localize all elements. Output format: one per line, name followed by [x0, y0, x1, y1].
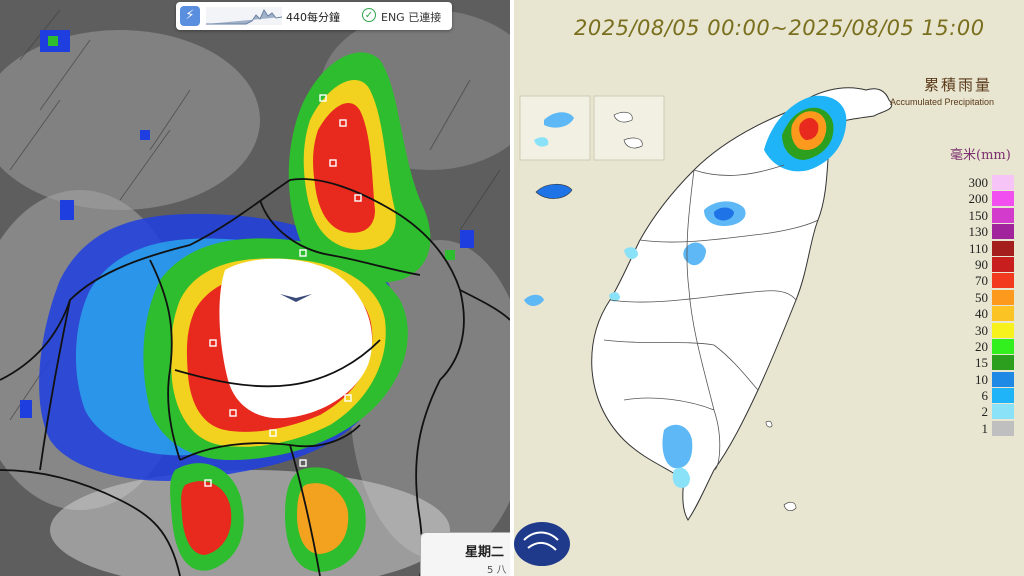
check-circle-icon: ✓ [362, 8, 376, 22]
radar-status-bar: ⚡ 440每分鐘 ✓ ENG 已連接 [176, 2, 452, 30]
legend-swatch [992, 404, 1014, 420]
legend-row: 90 [956, 256, 1016, 272]
legend-swatch [992, 191, 1014, 207]
legend-swatch [992, 256, 1014, 272]
radar-panel: ⚡ 440每分鐘 ✓ ENG 已連接 星期二 5 八 [0, 0, 510, 576]
date-range: 2025/08/05 00:00~2025/08/05 15:00 [574, 16, 985, 40]
legend-swatch [992, 388, 1014, 404]
legend-swatch [992, 420, 1014, 436]
legend-row: 70 [956, 272, 1016, 289]
legend-row: 300 [956, 174, 1016, 190]
legend-row: 2 [956, 403, 1016, 420]
rainfall-map [514, 0, 1024, 576]
legend-label: 50 [975, 289, 988, 305]
weekday-label: 星期二 [465, 545, 505, 560]
legend-label: 15 [975, 355, 988, 371]
legend-swatch [992, 224, 1014, 240]
legend-row: 15 [956, 354, 1016, 371]
legend-label: 200 [968, 191, 989, 207]
legend-label: 6 [981, 388, 989, 404]
strike-rate: 440每分鐘 [286, 11, 340, 24]
legend-swatch [992, 306, 1014, 322]
rate-sparkline [206, 7, 282, 25]
legend-row: 110 [956, 240, 1016, 256]
rainfall-panel: 2025/08/05 00:00~2025/08/05 15:00 累積雨量 A… [514, 0, 1024, 576]
legend-label: 20 [975, 338, 988, 354]
legend-swatch [992, 207, 1014, 223]
radar-station-marker [280, 294, 312, 302]
echo-white [219, 258, 373, 419]
lightning-marks [204, 94, 367, 487]
legend-swatch [992, 322, 1014, 338]
map-title-zh: 累積雨量 [924, 76, 993, 94]
legend-row: 130 [956, 223, 1016, 240]
legend-row: 30 [956, 322, 1016, 338]
lightning-icon[interactable]: ⚡ [180, 6, 200, 26]
legend-swatch [992, 355, 1014, 371]
radar-map [0, 0, 510, 576]
legend-label: 300 [968, 175, 989, 190]
legend-row: 40 [956, 305, 1016, 322]
legend-row: 200 [956, 190, 1016, 207]
legend-row: 20 [956, 338, 1016, 354]
legend-label: 110 [968, 240, 988, 256]
county-boundaries [0, 178, 510, 576]
legend-label: 2 [981, 404, 989, 420]
legend-swatch [992, 289, 1014, 305]
map-title-en: Accumulated Precipitation [890, 97, 995, 107]
legend-swatch [992, 175, 1014, 190]
wind-streaks [9, 9, 501, 421]
legend-swatch [992, 273, 1014, 289]
date-widget: 星期二 5 八 [420, 532, 510, 576]
legend-label: 10 [975, 371, 988, 387]
legend-row: 150 [956, 207, 1016, 223]
legend-label: 40 [975, 306, 988, 322]
legend-row: 1 [956, 420, 1016, 436]
inset-penghu-north [519, 95, 591, 161]
legend-label: 130 [968, 224, 989, 240]
date-sub-label: 5 八 [487, 565, 507, 576]
connection-status: ENG 已連接 [381, 11, 442, 24]
legend-swatch [992, 371, 1014, 387]
legend-label: 1 [981, 420, 989, 436]
legend-row: 50 [956, 289, 1016, 305]
precipitation-legend: 300 200 150 130 110 90 70 50 40 30 20 15 10 6 2 1 [956, 174, 1016, 436]
legend-label: 90 [975, 256, 988, 272]
legend-row: 10 [956, 371, 1016, 387]
county-boundaries [603, 164, 819, 471]
legend-row: 6 [956, 387, 1016, 404]
inset-kinmen [593, 95, 665, 161]
legend-label: 70 [975, 273, 988, 289]
legend-label: 150 [968, 207, 989, 223]
legend-swatch [992, 240, 1014, 256]
legend-swatch [992, 338, 1014, 354]
unit-label: 毫米(mm) [950, 148, 1011, 163]
legend-label: 30 [975, 322, 988, 338]
cwa-logo [514, 522, 570, 566]
